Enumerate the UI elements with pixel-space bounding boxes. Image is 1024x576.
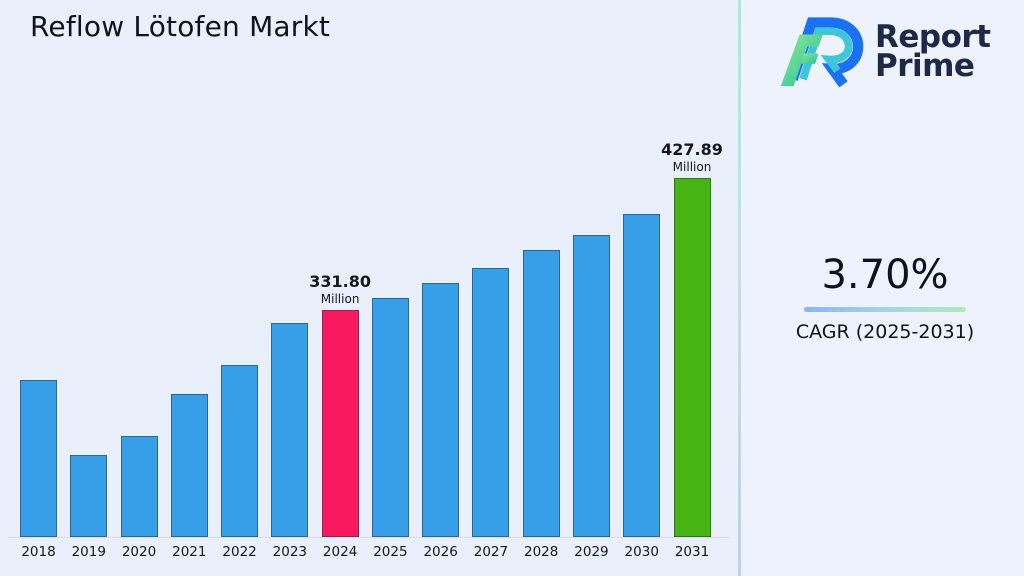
bar-2025	[371, 298, 409, 537]
brand-name-line1: Report	[875, 18, 991, 55]
x-tick-label-2024: 2024	[322, 544, 358, 560]
bar-2028	[522, 250, 560, 537]
report-prime-logo-icon	[779, 12, 865, 92]
bar-chart: 2018 2019 2020 2021 2022 2023 2024 331.80 Millio…	[8, 140, 737, 560]
x-tick-label-2023: 2023	[272, 544, 308, 560]
bar-value-number: 427.89	[661, 140, 723, 159]
x-tick-label-2020: 2020	[121, 544, 157, 560]
page-title: Reflow Lötofen Markt	[30, 10, 331, 43]
x-tick-label-2019: 2019	[71, 544, 106, 560]
bar-2026	[422, 283, 460, 537]
bar-value-unit: Million	[672, 160, 712, 174]
bar-2020	[120, 436, 158, 537]
bar-value-label-2024: 331.80 Million	[295, 272, 385, 307]
bar-2022	[221, 365, 259, 537]
right-panel	[741, 0, 1024, 576]
bar-2021	[170, 394, 208, 537]
cagr-underline	[804, 307, 966, 312]
x-tick-label-2030: 2030	[624, 544, 659, 560]
bar-2030	[623, 214, 661, 537]
x-tick-label-2029: 2029	[574, 544, 609, 560]
bar-value-number: 331.80	[309, 272, 371, 291]
x-tick-label-2021: 2021	[172, 544, 207, 560]
x-tick-label-2026: 2026	[423, 544, 458, 560]
x-tick-label-2027: 2027	[473, 544, 509, 560]
bar-2023	[271, 323, 309, 537]
x-tick-label-2025: 2025	[373, 544, 408, 560]
bar-2024	[321, 310, 359, 537]
brand-name: Report Prime	[875, 18, 991, 84]
cagr-stat: 3.70% CAGR (2025-2031)	[757, 252, 1013, 343]
brand-name-line2: Prime	[875, 48, 975, 84]
bar-2027	[472, 268, 510, 537]
bar-2029	[572, 235, 610, 537]
panel-divider	[738, 0, 741, 576]
cagr-value: 3.70%	[821, 252, 949, 298]
bar-value-label-2031: 427.89 Million	[647, 140, 737, 175]
brand-logo: Report Prime	[779, 12, 991, 92]
bar-2031	[673, 178, 711, 537]
bar-value-unit: Million	[320, 292, 360, 306]
x-tick-label-2022: 2022	[222, 544, 257, 560]
bar-2019	[70, 455, 108, 537]
x-tick-label-2028: 2028	[524, 544, 559, 560]
bar-2018	[20, 380, 57, 537]
cagr-label: CAGR (2025-2031)	[795, 321, 975, 343]
x-tick-label-2018: 2018	[21, 544, 56, 560]
x-tick-label-2031: 2031	[674, 544, 710, 560]
x-axis-baseline	[8, 537, 730, 538]
